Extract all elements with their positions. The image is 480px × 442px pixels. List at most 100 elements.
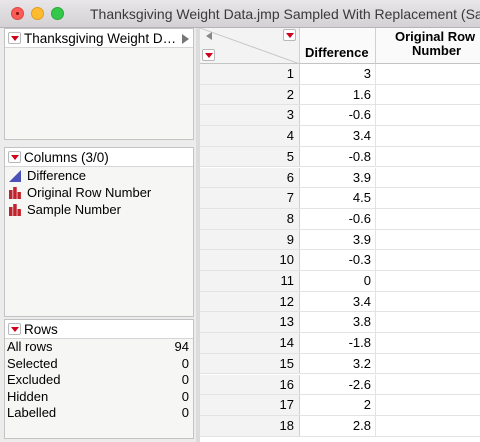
row-number[interactable]: 6 — [200, 167, 300, 188]
row-number[interactable]: 16 — [200, 374, 300, 395]
table-row[interactable]: 12 3.4 — [200, 291, 480, 313]
cell-difference[interactable]: -2.6 — [300, 374, 376, 395]
cell-difference[interactable]: 1.6 — [300, 84, 376, 105]
minimize-window-button[interactable] — [31, 7, 44, 20]
column-item-original-row-number[interactable]: Original Row Number — [5, 184, 193, 201]
cell-difference[interactable]: 3.9 — [300, 167, 376, 188]
table-row[interactable]: 14 -1.8 — [200, 333, 480, 354]
table-row[interactable]: 17 2 — [200, 395, 480, 416]
cell-original-row-number[interactable] — [376, 188, 480, 208]
table-row[interactable]: 11 0 — [200, 271, 480, 292]
cell-difference[interactable]: -0.6 — [300, 208, 376, 229]
stat-label: Selected — [7, 355, 58, 371]
row-number[interactable]: 15 — [200, 353, 300, 374]
cell-difference[interactable]: 2.8 — [300, 415, 376, 436]
row-number[interactable]: 17 — [200, 395, 300, 415]
cell-difference[interactable]: 3 — [300, 64, 376, 84]
cell-difference[interactable]: -1.8 — [300, 333, 376, 353]
cell-difference[interactable]: 3.8 — [300, 312, 376, 333]
row-number[interactable]: 13 — [200, 312, 300, 333]
row-number[interactable]: 3 — [200, 105, 300, 126]
row-number[interactable]: 9 — [200, 229, 300, 250]
table-row[interactable]: 13 3.8 — [200, 312, 480, 334]
row-number[interactable]: 2 — [200, 84, 300, 105]
column-header-original-row-number[interactable]: Original Row Number — [376, 28, 480, 64]
table-row[interactable]: 4 3.4 — [200, 126, 480, 147]
table-row[interactable]: 6 3.9 — [200, 167, 480, 189]
cell-original-row-number[interactable] — [376, 64, 480, 84]
rows-stat-excluded: Excluded 0 — [5, 372, 193, 389]
stat-value: 0 — [181, 388, 189, 404]
cell-original-row-number[interactable] — [376, 147, 480, 167]
data-grid: Difference Original Row Number 1 3 2 1.6 3 -0… — [200, 28, 480, 442]
row-number[interactable]: 11 — [200, 271, 300, 291]
cell-difference[interactable]: 3.9 — [300, 229, 376, 250]
cell-difference[interactable]: 0 — [300, 271, 376, 291]
cell-original-row-number[interactable] — [376, 250, 480, 270]
cell-original-row-number[interactable] — [376, 333, 480, 353]
columns-red-triangle-icon[interactable] — [283, 29, 296, 41]
cell-original-row-number[interactable] — [376, 292, 480, 312]
cell-difference[interactable]: 3.2 — [300, 353, 376, 374]
row-number[interactable]: 10 — [200, 250, 300, 270]
table-row[interactable]: 5 -0.8 — [200, 146, 480, 168]
cell-difference[interactable]: 3.4 — [300, 126, 376, 146]
cell-original-row-number[interactable] — [376, 312, 480, 332]
cell-original-row-number[interactable] — [376, 416, 480, 436]
close-window-button[interactable] — [11, 7, 24, 20]
cell-difference[interactable]: 3.4 — [300, 291, 376, 312]
cell-original-row-number[interactable] — [376, 395, 480, 415]
column-item-difference[interactable]: Difference — [5, 167, 193, 184]
table-row[interactable]: 7 4.5 — [200, 188, 480, 209]
row-number[interactable]: 18 — [200, 415, 300, 436]
table-row[interactable]: 2 1.6 — [200, 84, 480, 106]
row-number[interactable]: 14 — [200, 333, 300, 353]
red-triangle-menu-icon[interactable] — [8, 151, 21, 163]
nominal-icon — [9, 203, 21, 216]
column-item-sample-number[interactable]: Sample Number — [5, 201, 193, 218]
row-number[interactable]: 8 — [200, 208, 300, 229]
window-title: Thanksgiving Weight Data.jmp Sampled Wit… — [90, 6, 480, 22]
cell-original-row-number[interactable] — [376, 168, 480, 188]
rows-panel: Rows All rows 94 Selected 0 Excluded 0 H… — [4, 319, 194, 439]
stat-value: 0 — [181, 355, 189, 371]
table-row[interactable]: 15 3.2 — [200, 353, 480, 375]
table-row[interactable]: 18 2.8 — [200, 415, 480, 437]
cell-original-row-number[interactable] — [376, 271, 480, 291]
table-row[interactable]: 10 -0.3 — [200, 250, 480, 271]
row-number[interactable]: 5 — [200, 146, 300, 167]
columns-panel-title: Columns (3/0) — [24, 149, 109, 165]
row-number[interactable]: 7 — [200, 188, 300, 208]
stat-label: Excluded — [7, 372, 61, 388]
red-triangle-menu-icon[interactable] — [8, 32, 21, 44]
table-row[interactable]: 16 -2.6 — [200, 374, 480, 396]
cell-difference[interactable]: 2 — [300, 395, 376, 415]
cell-original-row-number[interactable] — [376, 105, 480, 125]
zoom-window-button[interactable] — [51, 7, 64, 20]
cell-difference[interactable]: -0.3 — [300, 250, 376, 270]
stat-label: Labelled — [7, 405, 57, 421]
cell-original-row-number[interactable] — [376, 85, 480, 105]
collapse-left-icon[interactable] — [206, 32, 212, 40]
cell-original-row-number[interactable] — [376, 375, 480, 395]
table-row[interactable]: 8 -0.6 — [200, 208, 480, 230]
rows-red-triangle-icon[interactable] — [202, 49, 215, 61]
cell-original-row-number[interactable] — [376, 126, 480, 146]
cell-difference[interactable]: -0.8 — [300, 146, 376, 167]
row-number[interactable]: 4 — [200, 126, 300, 146]
row-number[interactable]: 12 — [200, 291, 300, 312]
cell-original-row-number[interactable] — [376, 230, 480, 250]
row-number[interactable]: 1 — [200, 64, 300, 84]
table-row[interactable]: 3 -0.6 — [200, 105, 480, 127]
panel-splitter[interactable] — [196, 28, 200, 442]
table-row[interactable]: 9 3.9 — [200, 229, 480, 251]
column-header-difference[interactable]: Difference — [300, 28, 376, 64]
play-icon[interactable] — [182, 34, 189, 44]
red-triangle-menu-icon[interactable] — [8, 323, 21, 335]
cell-original-row-number[interactable] — [376, 354, 480, 374]
cell-difference[interactable]: 4.5 — [300, 188, 376, 208]
rows-stat-all: All rows 94 — [5, 339, 193, 356]
cell-difference[interactable]: -0.6 — [300, 105, 376, 126]
cell-original-row-number[interactable] — [376, 209, 480, 229]
